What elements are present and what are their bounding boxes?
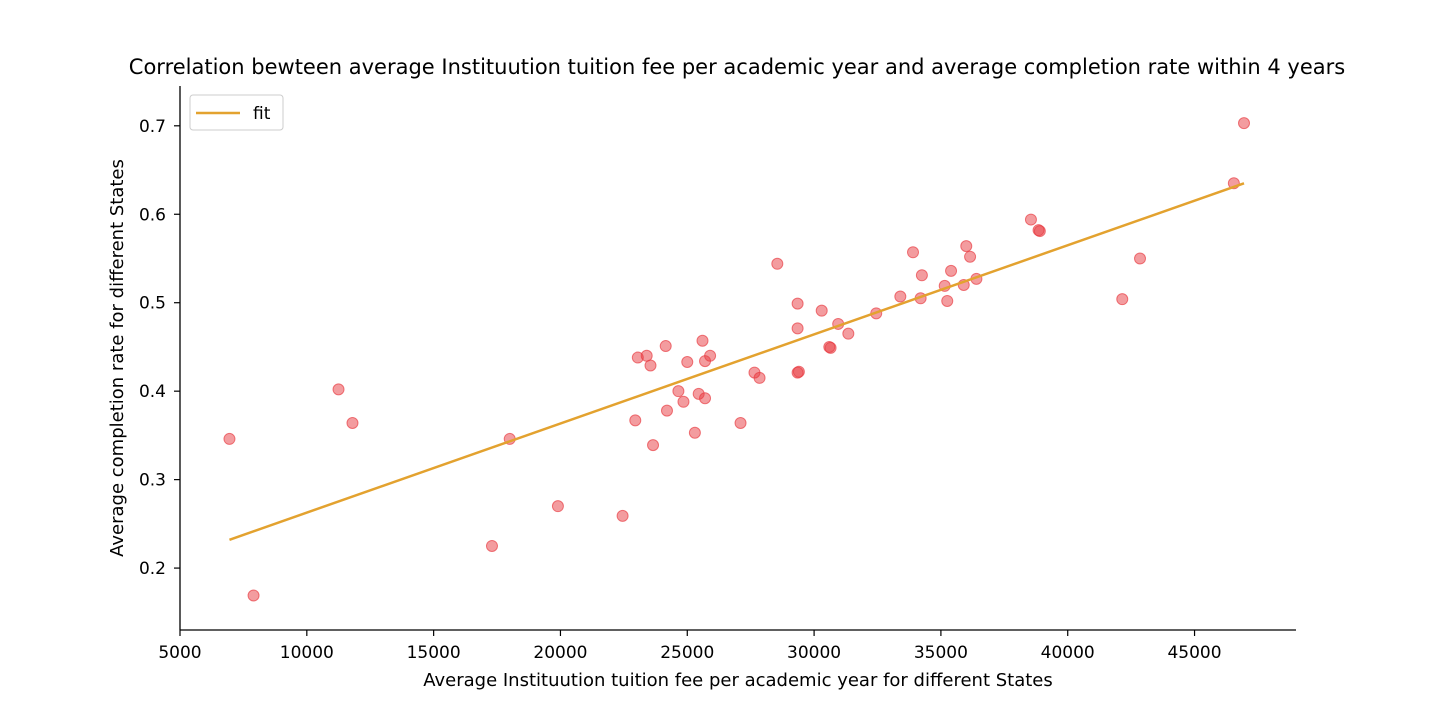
scatter-point	[915, 269, 928, 282]
scatter-point	[907, 246, 920, 259]
scatter-point	[894, 290, 907, 303]
x-axis-ticks: 5000 10000 15000 20000 25000 30000 35000 40000 4…	[158, 630, 1222, 663]
scatter-point	[659, 340, 672, 353]
scatter-point	[734, 417, 747, 430]
y-tick-label: 0.4	[139, 382, 166, 402]
scatter-point	[223, 432, 236, 445]
x-tick-label: 35000	[914, 643, 968, 663]
scatter-point	[672, 385, 685, 398]
scatter-point	[824, 341, 837, 354]
scatter-point	[1033, 225, 1046, 238]
scatter-point	[815, 304, 828, 317]
x-tick-label: 45000	[1167, 643, 1221, 663]
scatter-point	[688, 426, 701, 439]
scatter-point	[332, 383, 345, 396]
legend-label-fit: fit	[253, 104, 271, 124]
scatter-point	[771, 257, 784, 270]
x-axis-title: Average Instituution tuition fee per aca…	[423, 670, 1053, 691]
scatter-point	[945, 264, 958, 277]
x-tick-label: 20000	[533, 643, 587, 663]
scatter-point	[696, 334, 709, 347]
x-tick-label: 40000	[1041, 643, 1095, 663]
scatter-point	[1116, 293, 1129, 306]
scatter-point	[647, 439, 660, 452]
scatter-point	[485, 539, 498, 552]
scatter-point	[1238, 117, 1251, 130]
scatter-point	[753, 371, 766, 384]
scatter-point	[964, 250, 977, 263]
x-tick-label: 10000	[280, 643, 334, 663]
scatter-point	[616, 509, 629, 522]
x-tick-label: 30000	[787, 643, 841, 663]
scatter-point	[1024, 213, 1037, 226]
x-tick-label: 15000	[407, 643, 461, 663]
scatter-point	[960, 240, 973, 253]
y-tick-label: 0.5	[139, 294, 166, 314]
scatter-point	[941, 294, 954, 307]
y-tick-label: 0.7	[139, 117, 166, 137]
scatter-point	[644, 359, 657, 372]
scatter-point	[704, 349, 717, 362]
fit-line	[229, 182, 1245, 541]
scatter-point	[677, 395, 690, 408]
y-axis-title: Average completion rate for different St…	[107, 159, 128, 557]
y-axis-ticks: 0.2 0.3 0.4 0.5 0.6 0.7	[139, 117, 180, 579]
scatter-point	[551, 500, 564, 513]
scatter-point	[660, 404, 673, 417]
legend: fit	[189, 94, 284, 131]
scatter-point	[346, 417, 359, 430]
scatter-points	[223, 117, 1251, 602]
fit-line-layer	[229, 182, 1245, 541]
scatter-point	[681, 355, 694, 368]
chart-title: Correlation bewteen average Instituution…	[129, 55, 1345, 79]
scatter-point	[247, 589, 260, 602]
scatter-point	[842, 327, 855, 340]
x-tick-label: 25000	[660, 643, 714, 663]
scatter-point	[791, 297, 804, 310]
scatter-point	[699, 392, 712, 405]
scatter-point	[1134, 252, 1147, 265]
scatter-point	[629, 414, 642, 427]
y-tick-label: 0.6	[139, 205, 166, 225]
scatter-point	[791, 322, 804, 335]
scatter-point	[792, 365, 805, 378]
x-tick-label: 5000	[158, 643, 201, 663]
y-tick-label: 0.2	[139, 559, 166, 579]
y-tick-label: 0.3	[139, 471, 166, 491]
